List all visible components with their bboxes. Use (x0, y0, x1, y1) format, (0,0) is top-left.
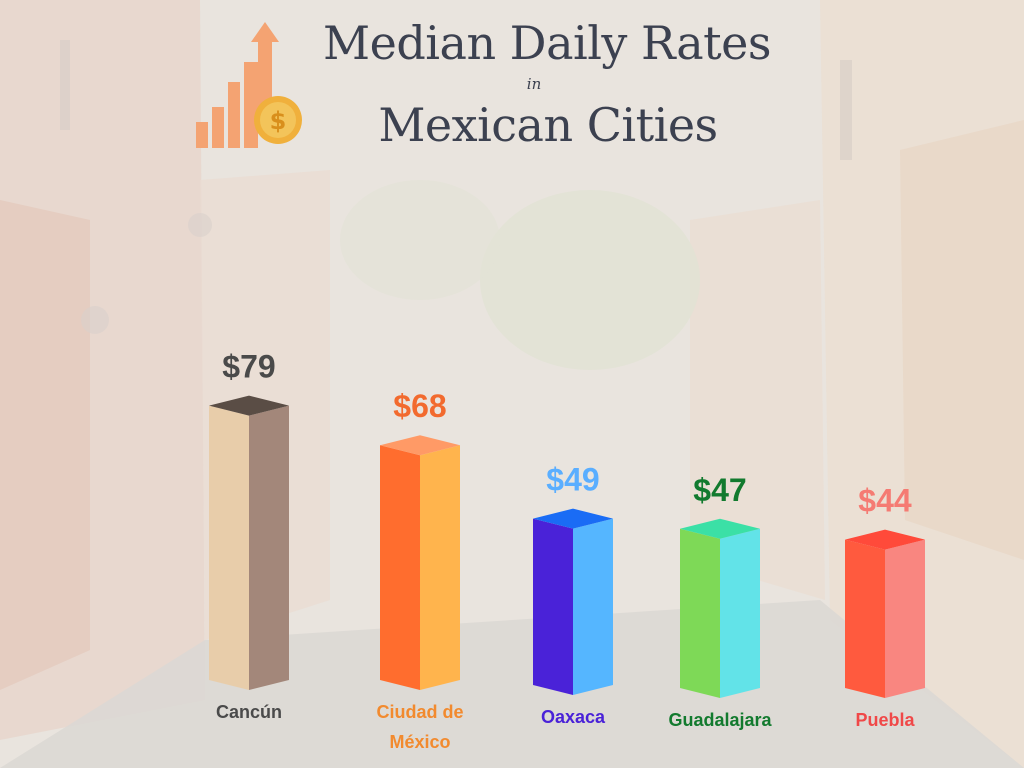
bar-value-label: $44 (858, 483, 912, 519)
bar-top-face (380, 435, 460, 456)
category-label: Cancún (216, 702, 282, 722)
bar-front-face (209, 405, 249, 690)
bar-top-face (209, 395, 289, 416)
bar-top-face (680, 518, 760, 539)
bar-side-face (573, 518, 613, 695)
chart-title-connector: in (526, 75, 542, 93)
bar-front-face (845, 539, 885, 698)
category-label: Ciudad de (376, 702, 463, 722)
bar-front-face (533, 518, 573, 695)
bar-front-face (680, 528, 720, 698)
bar-side-face (249, 405, 289, 690)
category-label: Guadalajara (668, 710, 772, 730)
category-label: Puebla (855, 710, 915, 730)
category-label: México (389, 732, 450, 752)
bar-top-face (533, 508, 613, 529)
bar-value-label: $68 (393, 388, 446, 424)
bar-side-face (720, 528, 760, 698)
bar-front-face (380, 445, 420, 690)
bar-value-label: $47 (693, 472, 746, 508)
bar-side-face (420, 445, 460, 690)
category-label: Oaxaca (541, 707, 606, 727)
bar-value-label: $49 (546, 462, 599, 498)
svg-text:$: $ (270, 107, 287, 135)
bar-top-face (845, 529, 925, 550)
bar-value-label: $79 (222, 349, 275, 385)
chart-title-line-1: Median Daily Rates (323, 16, 771, 70)
bar-side-face (885, 539, 925, 698)
chart-title-line-2: Mexican Cities (378, 98, 718, 152)
growth-chart-coin-icon: $ (196, 22, 302, 148)
